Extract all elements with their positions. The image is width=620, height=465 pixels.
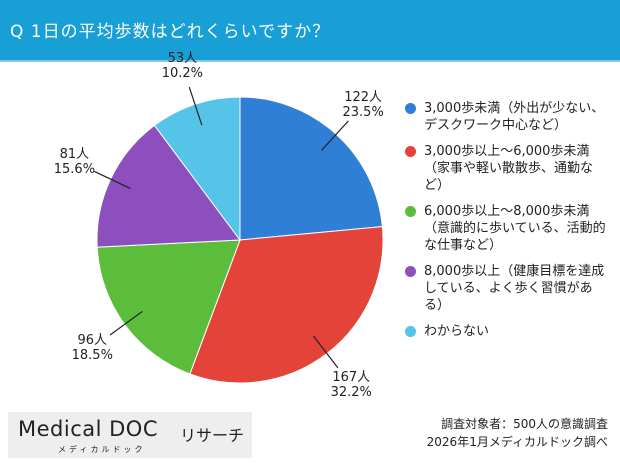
legend-swatch (405, 326, 416, 337)
header-bar: Q 1日の平均歩数はどれくらいですか？ (0, 0, 620, 62)
legend-label: 3,000歩以上〜6,000歩未満（家事や軽い散散歩、通勤など） (424, 144, 594, 193)
slice-percent: 15.6% (53, 162, 96, 178)
logo-sub: リサーチ (180, 426, 245, 445)
legend-item: わからない (400, 323, 610, 340)
legend-swatch (405, 206, 416, 217)
leader-line (320, 120, 349, 151)
legend: 3,000歩未満（外出が少ない、デスクワーク中心など） 3,000歩以上〜6,00… (400, 100, 610, 349)
slice-label: 53人 10.2% (157, 51, 207, 81)
chart-title: Q 1日の平均歩数はどれくらいですか？ (10, 22, 331, 42)
legend-swatch (405, 266, 416, 277)
legend-swatch (405, 103, 416, 114)
legend-item: 8,000歩以上（健康目標を達成している、よく歩く習慣がある） (400, 263, 610, 314)
logo-main: Medical DOC (18, 417, 158, 441)
slice-label: 122人 23.5% (338, 90, 388, 120)
legend-label: 6,000歩以上〜8,000歩未満（意識的に歩いている、活動的な仕事など） (424, 204, 606, 253)
legend-label: 8,000歩以上（健康目標を達成している、よく歩く習慣がある） (424, 264, 605, 313)
survey-note: 調査対象者：500人の意識調査 2026年1月メディカルドック調べ (427, 415, 608, 451)
slice-percent: 18.5% (71, 348, 113, 364)
leader-line (188, 87, 203, 126)
slice-percent: 10.2% (161, 66, 203, 82)
logo: Medical DOC リサーチ メディカルドック (8, 412, 252, 458)
leader-line (109, 310, 143, 336)
slice-count: 122人 (344, 89, 383, 105)
slice-count: 53人 (167, 51, 198, 67)
survey-source: 2026年1月メディカルドック調べ (426, 435, 608, 449)
leader-line (313, 335, 339, 369)
slice-count: 167人 (332, 370, 371, 386)
slice-label: 96人 18.5% (67, 333, 117, 363)
slice-count: 96人 (77, 333, 108, 349)
legend-label: わからない (424, 324, 490, 339)
slice-percent: 32.2% (330, 385, 372, 401)
legend-swatch (405, 146, 416, 157)
slice-count: 81人 (59, 147, 90, 163)
slice-label: 167人 32.2% (326, 370, 376, 400)
logo-kana: メディカルドック (58, 445, 146, 454)
survey-target: 調査対象者：500人の意識調査 (441, 417, 608, 431)
leader-line (94, 170, 131, 190)
legend-item: 3,000歩以上〜6,000歩未満（家事や軽い散散歩、通勤など） (400, 143, 610, 194)
legend-item: 3,000歩未満（外出が少ない、デスクワーク中心など） (400, 100, 610, 134)
legend-label: 3,000歩未満（外出が少ない、デスクワーク中心など） (424, 101, 605, 133)
legend-item: 6,000歩以上〜8,000歩未満（意識的に歩いている、活動的な仕事など） (400, 203, 610, 254)
slice-label: 81人 15.6% (49, 147, 99, 177)
slice-percent: 23.5% (342, 104, 384, 120)
